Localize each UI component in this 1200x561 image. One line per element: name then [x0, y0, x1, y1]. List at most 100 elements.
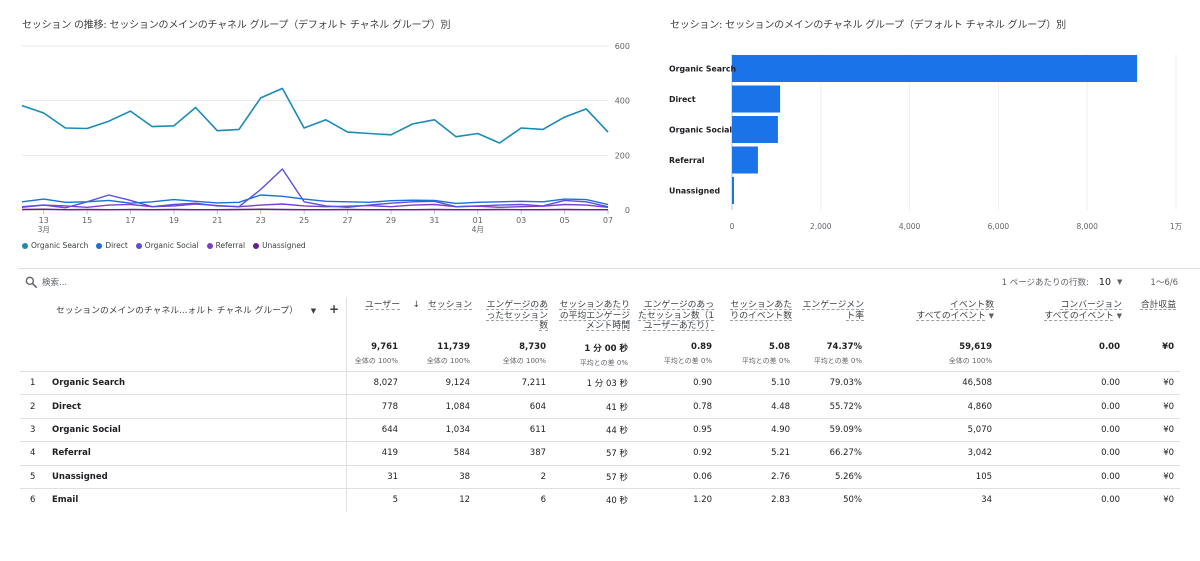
table-row[interactable]: 6 Email 5 12 6 40 秒 1.20 2.83 50% 34 0.00 ¥0 — [20, 487, 1181, 512]
column-header-total-revenue[interactable]: 合計収益 — [1126, 298, 1180, 334]
x-tick-label: 07 — [603, 216, 613, 225]
series-line-unassigned — [21, 208, 608, 211]
table-cell: 5.10 — [718, 370, 797, 395]
table-row[interactable]: 3 Organic Social 644 1,034 611 44 秒 0.95 4.90 59… — [20, 417, 1181, 442]
table-cell: 5.21 — [718, 441, 797, 466]
column-header-engagement-rate[interactable]: エンゲージメント率 — [796, 298, 868, 334]
total-value: 59,619 — [959, 341, 993, 352]
search-icon[interactable] — [24, 275, 38, 289]
table-cell: 387 — [476, 441, 553, 466]
table-cell: 0.06 — [634, 464, 719, 489]
legend-dot-icon — [96, 242, 103, 249]
table-cell: 9,124 — [404, 370, 477, 395]
table-cell: ¥0 — [1126, 417, 1181, 442]
table-cell: 41 秒 — [552, 394, 635, 419]
y-tick-label: 0 — [625, 206, 630, 215]
table-cell: 0.00 — [998, 417, 1127, 442]
table-cell: 2 — [476, 464, 553, 489]
rows-per-page-label: 1 ページあたりの行数: — [1001, 278, 1089, 288]
bar-chart[interactable]: 0 2,000 4,000 6,000 8,000 1万 Organic Search Dir… — [660, 40, 1200, 240]
table-cell: 1,084 — [404, 394, 477, 419]
dimension-header-label: セッションのメインのチャネル...ォルト チャネル グループ） — [56, 306, 298, 316]
total-value: 0.00 — [1099, 341, 1121, 352]
column-header-label: エンゲージのあったセッション数（1 ユーザーあたり） — [638, 300, 715, 331]
column-header-avg-engagement-time[interactable]: セッションあたりの平均エンゲージメント時間 — [552, 298, 634, 334]
legend-item[interactable]: Referral — [206, 241, 245, 250]
total-value: 1 分 00 秒 — [584, 343, 629, 354]
table-cell: 0.95 — [634, 417, 719, 442]
rows-per-page-select[interactable]: 10 ▼ — [1099, 277, 1122, 288]
table-cell: 55.72% — [796, 394, 869, 419]
column-header-sessions[interactable]: ↓ セッション — [404, 298, 476, 334]
table-row[interactable]: 4 Referral 419 584 387 57 秒 0.92 5.21 66.27% 3,04… — [20, 441, 1181, 466]
total-value: ¥0 — [1162, 341, 1175, 352]
total-cell: 9,761 全体の 100% — [346, 334, 404, 372]
table-cell: 1,034 — [404, 417, 477, 442]
row-index: 4 — [20, 441, 48, 466]
table-cell: 4.90 — [718, 417, 797, 442]
table-cell: 0.00 — [998, 394, 1127, 419]
y-tick-label: 200 — [615, 151, 630, 160]
table-cell: 3,042 — [868, 441, 999, 466]
column-header-event-count[interactable]: イベント数 すべてのイベント ▼ — [868, 298, 998, 334]
table-cell: ¥0 — [1126, 441, 1181, 466]
rows-per-page-value: 10 — [1098, 276, 1112, 288]
x-tick-label: 4,000 — [899, 222, 921, 231]
column-header-engaged-sessions-per-user[interactable]: エンゲージのあったセッション数（1 ユーザーあたり） — [634, 298, 718, 334]
legend-item[interactable]: Organic Search — [22, 241, 88, 250]
total-subtext: 全体の 100% — [426, 356, 471, 365]
y-tick-label: 600 — [615, 42, 630, 51]
series-line-direct — [21, 194, 609, 206]
table-header-row: セッションのメインのチャネル...ォルト チャネル グループ） ▼ + ユーザー… — [20, 298, 1180, 334]
x-tick-label: 8,000 — [1076, 222, 1098, 231]
category-label: Organic Social — [669, 126, 732, 135]
row-dimension-value: Email — [48, 487, 347, 512]
column-header-events-per-session[interactable]: セッションあたりのイベント数 — [718, 298, 796, 334]
x-tick-label: 19 — [169, 216, 179, 225]
search-input[interactable]: 検索... — [42, 278, 68, 288]
table-cell: 1.20 — [634, 487, 719, 512]
table-row[interactable]: 2 Direct 778 1,084 604 41 秒 0.78 4.48 55.72% 4,86… — [20, 394, 1181, 419]
table-row[interactable]: 1 Organic Search 8,027 9,124 7,211 1 分 03 秒 0.… — [20, 370, 1181, 395]
row-index: 6 — [20, 487, 48, 512]
column-header-conversions[interactable]: コンバージョン すべてのイベント ▼ — [998, 298, 1126, 334]
sort-arrow-down-icon[interactable]: ↓ — [412, 300, 421, 310]
column-header-users[interactable]: ユーザー — [346, 298, 404, 334]
x-tick-label: 6,000 — [988, 222, 1010, 231]
column-header-label: コンバージョン — [1060, 300, 1123, 310]
table-cell: 8,027 — [346, 370, 405, 395]
table-cell: 12 — [404, 487, 477, 512]
x-tick-label: 1万 — [1170, 222, 1183, 231]
column-header-label: イベント数 — [950, 300, 995, 310]
legend-label: Direct — [105, 241, 128, 250]
total-cell: ¥0 — [1126, 334, 1180, 372]
table-cell: 57 秒 — [552, 464, 635, 489]
total-subtext: 平均との差 0% — [813, 356, 863, 365]
column-header-sublabel: すべてのイベント — [1044, 310, 1114, 321]
table-cell: 0.92 — [634, 441, 719, 466]
legend-item[interactable]: Direct — [96, 241, 128, 250]
chevron-down-icon[interactable]: ▼ — [310, 307, 317, 315]
category-label: Organic Search — [669, 65, 736, 74]
table-cell: 6 — [476, 487, 553, 512]
table-cell: 50% — [796, 487, 869, 512]
total-cell: 0.89 平均との差 0% — [634, 334, 718, 372]
bar — [732, 177, 734, 204]
column-header-engaged-sessions[interactable]: エンゲージのあったセッション数 — [476, 298, 552, 334]
add-dimension-icon[interactable]: + — [328, 302, 340, 316]
table-row[interactable]: 5 Unassigned 31 38 2 57 秒 0.06 2.76 5.26% 105 0.00… — [20, 464, 1181, 489]
table-cell: 46,508 — [868, 370, 999, 395]
column-header-label: 合計収益 — [1140, 300, 1177, 310]
table-cell: 105 — [868, 464, 999, 489]
legend-item[interactable]: Unassigned — [253, 241, 306, 250]
table-cell: 5,070 — [868, 417, 999, 442]
table-cell: 4,860 — [868, 394, 999, 419]
dimension-header[interactable]: セッションのメインのチャネル...ォルト チャネル グループ） ▼ + — [20, 298, 347, 334]
total-cell: 1 分 00 秒平均との差 0% — [552, 334, 634, 372]
legend-item[interactable]: Organic Social — [135, 241, 199, 250]
column-header-label: エンゲージメント率 — [802, 300, 865, 321]
table-cell: 611 — [476, 417, 553, 442]
x-tick-label: 17 — [125, 216, 135, 225]
x-tick-sublabel: 3月 — [38, 225, 50, 234]
